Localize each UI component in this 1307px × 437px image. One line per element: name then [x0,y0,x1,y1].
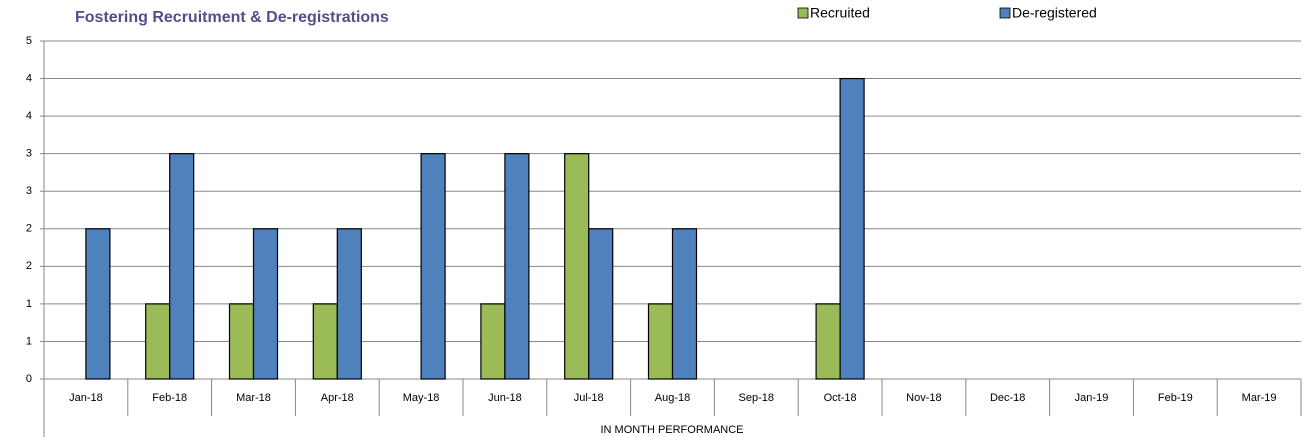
x-tick-label: May-18 [403,392,440,404]
bar [647,303,674,380]
x-tick-label: Jun-18 [488,392,522,404]
bar [145,303,171,380]
y-tick-label: 2 [26,223,32,235]
bar [336,228,362,380]
bar [228,303,255,380]
x-tick-label: Feb-18 [152,392,187,404]
legend-label: Recruited [810,5,870,21]
bar [252,228,279,380]
y-tick-label: 2 [26,260,32,272]
x-tick-label: Mar-19 [1242,392,1277,404]
x-tick-label: Dec-18 [990,392,1025,404]
x-tick-label: Jan-18 [69,392,103,404]
y-tick-label: 1 [26,335,32,347]
bar [312,303,338,380]
bar [564,153,590,380]
bar [480,303,506,380]
bar [839,77,865,380]
chart-title: Fostering Recruitment & De-registrations [75,9,389,26]
bar [504,153,530,380]
bar [671,228,698,380]
x-tick-label: Jul-18 [574,392,604,404]
y-tick-label: 4 [26,72,32,84]
x-tick-label: Nov-18 [906,392,941,404]
bar [85,228,111,380]
bar [588,228,614,380]
y-tick-label: 1 [26,298,32,310]
x-axis-title: IN MONTH PERFORMANCE [601,424,744,436]
bar [169,153,195,380]
x-tick-label: Feb-19 [1158,392,1193,404]
x-tick-label: Aug-18 [655,392,690,404]
y-tick-label: 3 [26,148,32,160]
y-tick-label: 4 [26,110,32,122]
x-tick-label: Oct-18 [824,392,857,404]
x-tick-label: Jan-19 [1075,392,1109,404]
x-tick-label: Mar-18 [236,392,271,404]
y-tick-label: 5 [26,35,32,47]
x-tick-label: Sep-18 [739,392,774,404]
bar [815,303,841,380]
x-tick-label: Apr-18 [321,392,354,404]
legend-label: De-registered [1012,5,1097,21]
y-tick-label: 0 [26,373,32,385]
y-tick-label: 3 [26,185,32,197]
legend-swatch [999,7,1011,19]
legend-swatch [797,7,809,19]
bar [420,153,446,380]
